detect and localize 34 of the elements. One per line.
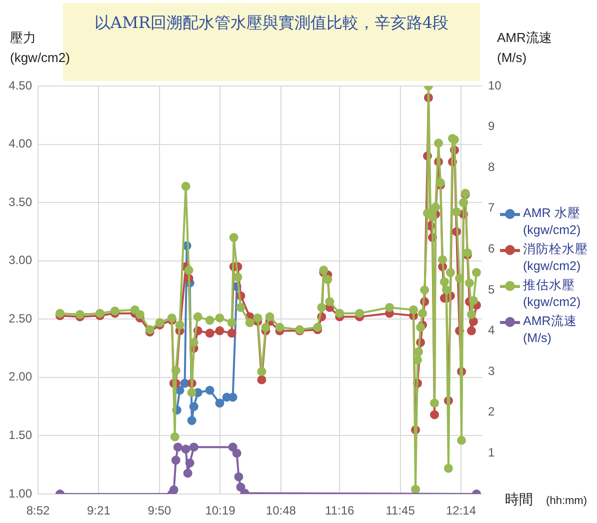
- x-tick-label: 9:50: [148, 504, 172, 518]
- y-tick-label: 4.00: [8, 136, 32, 151]
- y2-axis-title: AMR流速 (M/s): [497, 29, 552, 67]
- y2-tick-label: 7: [488, 200, 495, 215]
- chart-title: 以AMR回溯配水管水壓與實測值比較，辛亥路4段: [94, 13, 449, 32]
- y-tick-label: 3.00: [8, 253, 32, 268]
- y2-tick-label: 2: [488, 404, 495, 419]
- legend-label: AMR 水壓 (kgw/cm2): [523, 205, 582, 239]
- x-tick-label: 11:45: [386, 504, 416, 518]
- y2-tick-label: 5: [488, 282, 495, 296]
- y2-tick-label: 1: [488, 446, 495, 460]
- x-tick-label: 10:19: [205, 504, 236, 518]
- x-tick-label: 10:48: [266, 504, 296, 518]
- y2-tick-label: 9: [488, 119, 495, 134]
- legend-label: 消防栓水壓 (kgw/cm2): [523, 241, 589, 275]
- y2-tick-label: 6: [488, 242, 495, 256]
- y-tick-label: 1.50: [8, 428, 32, 442]
- y2-tick-label: 4: [488, 323, 495, 338]
- y-axis-title: 壓力 (kgw/cm2): [10, 29, 70, 67]
- x-tick-label: 12:14: [446, 504, 476, 518]
- y2-tick-label: 3: [488, 364, 495, 378]
- x-tick-label: 11:16: [325, 504, 355, 518]
- x-tick-label: 8:52: [26, 504, 50, 518]
- y2-tick-label: 8: [488, 160, 495, 174]
- x-tick-label: 9:21: [87, 504, 111, 518]
- legend-label: 推估水壓 (kgw/cm2): [523, 277, 582, 311]
- y-tick-label: 2.50: [8, 311, 32, 326]
- y2-tick-label: 10: [488, 78, 502, 92]
- y-tick-label: 3.50: [8, 194, 32, 209]
- y-tick-label: 4.50: [8, 78, 32, 92]
- x-axis-title: 時間 (hh:mm): [505, 491, 587, 507]
- y-tick-label: 1.00: [8, 486, 32, 500]
- y-tick-label: 2.00: [8, 370, 32, 384]
- legend-label: AMR流速 (M/s): [523, 313, 578, 347]
